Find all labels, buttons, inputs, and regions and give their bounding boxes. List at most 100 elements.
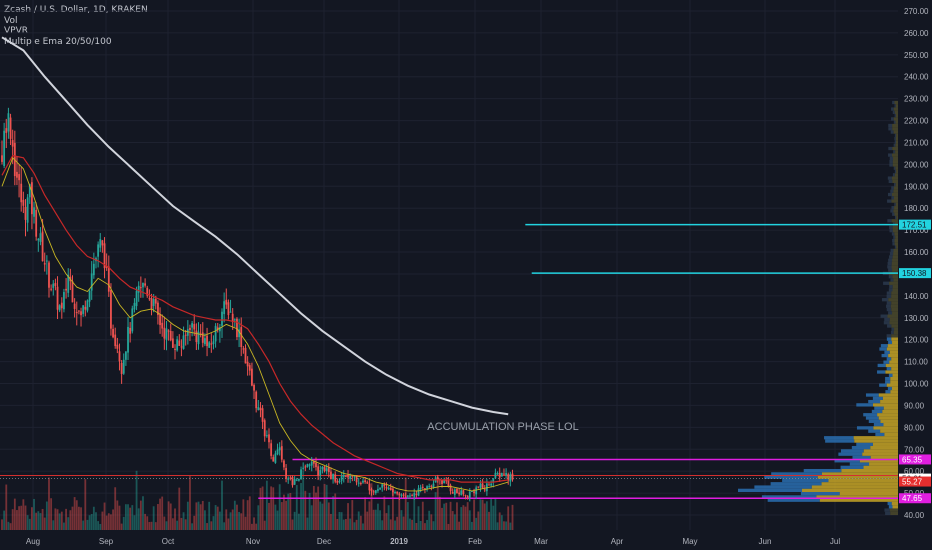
volume-bar [406, 502, 409, 530]
volume-profile-bar [886, 367, 892, 371]
volume-profile-bar [890, 376, 898, 381]
x-tick-label: Feb [468, 537, 482, 546]
volume-bar [449, 501, 452, 530]
volume-bar [159, 498, 161, 530]
ema-20-line [1, 156, 509, 492]
volume-bar [419, 520, 422, 530]
volume-bar [300, 483, 302, 530]
candle-body [116, 344, 119, 349]
volume-profile-bar [894, 206, 898, 210]
volume-profile-bar [865, 393, 879, 397]
volume-profile-bar [893, 183, 896, 187]
candle-body [43, 263, 46, 265]
volume-profile-bar [892, 238, 895, 243]
volume-profile-bar [868, 429, 881, 433]
candle-body [456, 488, 458, 494]
ema-indicator-label[interactable]: Multiple Ema 20/50/100 [4, 36, 112, 47]
price-label: 55.27 [902, 478, 923, 487]
volume-profile-bar [895, 166, 898, 170]
volume-profile-bar [824, 436, 854, 440]
candle-body [396, 491, 399, 494]
candle-body [330, 471, 332, 480]
volume-profile-bar [882, 396, 898, 400]
vpvr-indicator-label[interactable]: VPVR [4, 26, 28, 36]
volume-bar [116, 500, 119, 530]
y-axis: 40.0050.0060.0070.0080.0090.00100.00110.… [904, 7, 929, 520]
volume-bar [421, 501, 424, 530]
volume-profile-bar [859, 459, 898, 463]
volume-bar [186, 501, 189, 530]
candle-body [460, 490, 463, 495]
candle-body [413, 493, 416, 497]
y-tick-label: 220.00 [904, 117, 929, 126]
volume-profile-bar [892, 123, 898, 128]
volume-profile-bar [888, 311, 893, 315]
candle-body [50, 288, 53, 290]
candle-body [291, 476, 294, 486]
volume-bar [99, 523, 102, 530]
volume-bar [233, 500, 236, 530]
candle-body [16, 171, 18, 178]
volume-profile-bar [893, 186, 898, 190]
volume-profile-bar [891, 261, 898, 266]
candle-body [82, 305, 85, 314]
candle-body [77, 310, 80, 312]
y-tick-label: 90.00 [904, 401, 925, 410]
volume-profile-bar [893, 330, 898, 335]
volume-profile-bar [892, 242, 895, 246]
volume-bar [509, 522, 512, 530]
candle-body [453, 489, 456, 495]
volume-profile-bar [885, 370, 898, 374]
volume-bar [268, 502, 270, 530]
volume-bar [379, 510, 381, 530]
volume-profile-bar [889, 508, 898, 512]
volume-bar [507, 506, 510, 530]
volume-bar [218, 511, 221, 530]
volume-profile-bar [770, 482, 822, 486]
volume-profile-bar [880, 344, 888, 348]
volume-profile-bar [862, 452, 898, 456]
volume-profile-bar [893, 120, 896, 124]
candle-body [5, 128, 8, 133]
candle-body [114, 334, 117, 347]
candle-body [319, 470, 322, 476]
candle-body [242, 348, 245, 350]
candle-body [404, 496, 407, 498]
candle-body [255, 391, 258, 409]
volume-profile-bar [889, 255, 893, 259]
volume-bar [199, 504, 202, 530]
candle-body [22, 199, 25, 206]
volume-bar [251, 523, 253, 530]
volume-profile-bar [890, 511, 898, 515]
y-tick-label: 80.00 [904, 423, 925, 432]
ema-50-line [1, 154, 509, 483]
volume-profile-bar [892, 110, 895, 114]
candle-body [488, 484, 490, 486]
y-tick-label: 200.00 [904, 160, 929, 169]
volume-profile-bar [888, 340, 893, 345]
volume-profile-bar [886, 357, 892, 361]
candle-body [479, 483, 482, 488]
y-tick-label: 40.00 [904, 511, 925, 520]
volume-profile-bar [894, 137, 896, 141]
candle-body [221, 311, 223, 326]
volume-bar [97, 521, 100, 530]
x-tick-label: Mar [534, 537, 548, 546]
volume-profile-bar [890, 248, 894, 253]
candle-body [385, 487, 388, 489]
volume-profile-bar [892, 173, 895, 177]
volume-bar [385, 513, 388, 530]
candle-body [259, 407, 262, 411]
volume-profile-bar [878, 393, 898, 397]
volume-profile-bar [891, 199, 898, 203]
candle-body [231, 313, 234, 323]
candle-body [236, 318, 238, 338]
y-tick-label: 190.00 [904, 182, 929, 191]
candle-body [447, 480, 450, 487]
volume-profile-bar [892, 179, 898, 184]
symbol-title[interactable]: Zcash / U.S. Dollar, 1D, KRAKEN [4, 5, 148, 15]
volume-indicator-label[interactable]: Vol [4, 15, 18, 26]
candle-body [75, 312, 78, 314]
volume-bar [133, 515, 136, 530]
